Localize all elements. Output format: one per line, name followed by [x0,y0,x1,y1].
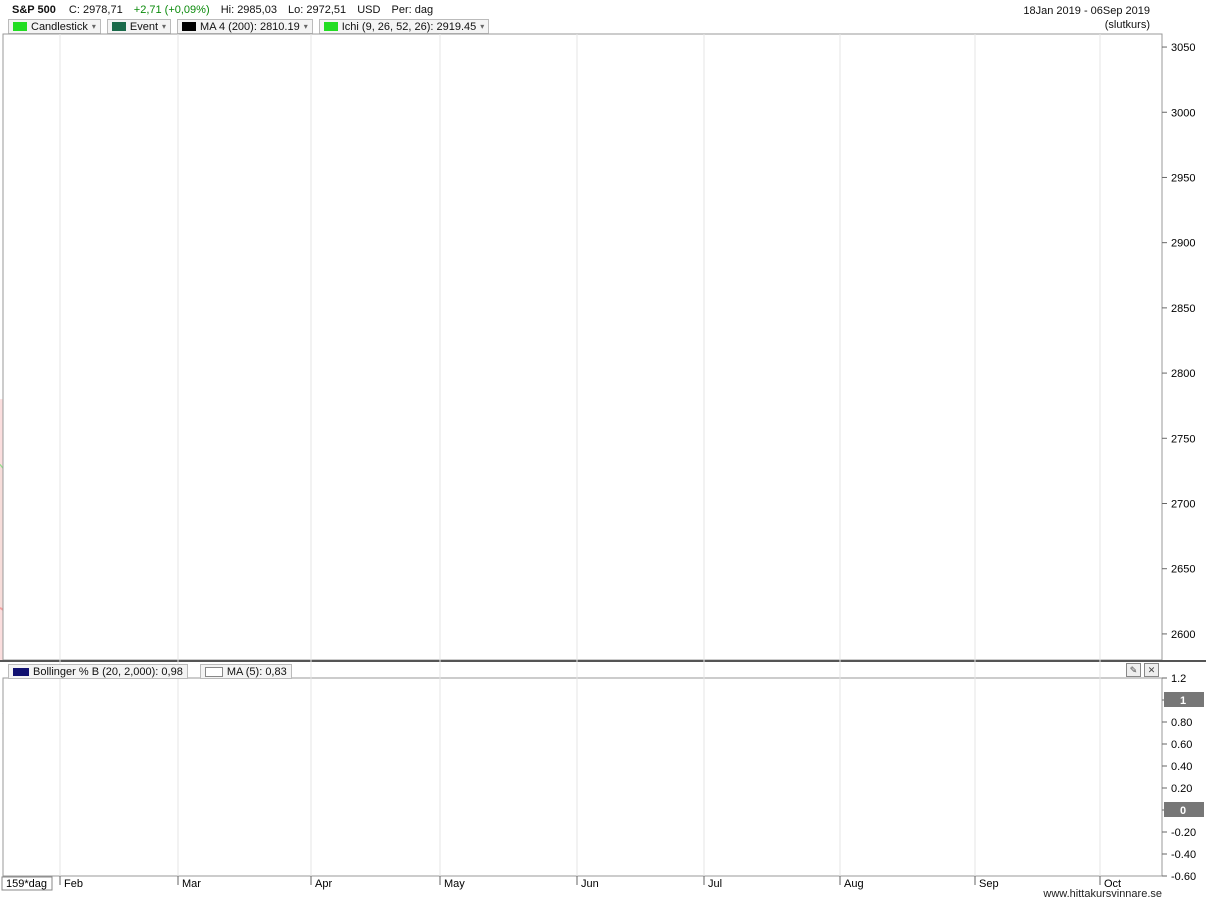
legend-candlestick-label: Candlestick [31,20,88,33]
indicator-panel [2,677,1163,877]
y-tick-label: -0.20 [1171,827,1196,839]
y-tick-label: 2950 [1171,172,1195,184]
y-tick-label: 0.20 [1171,783,1192,795]
chevron-down-icon[interactable]: ▾ [91,22,96,31]
legend-event[interactable]: Event ▾ [106,19,172,34]
y-tick-label: 2900 [1171,238,1195,250]
x-tick-label: Jul [708,878,722,890]
x-tick-label: Sep [979,878,999,890]
low-value: Lo: 2972,51 [288,4,347,16]
x-tick-label: May [444,878,465,890]
y-tick-label: 2800 [1171,368,1195,380]
site-footer: www.hittakursvinnare.se [1043,888,1162,900]
x-tick-label: Mar [182,878,201,890]
quote-summary: S&P 500 C: 2978,71 +2,71 (+0,09%) Hi: 29… [12,4,441,16]
y-tick-label: -0.60 [1171,871,1196,883]
y-tick-label: 2750 [1171,433,1195,445]
x-tick-label: Aug [844,878,864,890]
y-tick-label: -0.40 [1171,849,1196,861]
legend-ma5-label: MA (5): 0,83 [226,665,287,678]
y-tick-label: 3000 [1171,107,1195,119]
legend-event-label: Event [129,20,159,33]
y-tick-label: 0.80 [1171,717,1192,729]
legend-candlestick[interactable]: Candlestick ▾ [8,19,101,34]
close-icon[interactable]: ✕ [1144,663,1159,677]
highlight-value: 0 [1180,805,1186,817]
legend-bollinger[interactable]: Bollinger % B (20, 2,000): 0,98 [8,664,188,679]
chevron-down-icon[interactable]: ▾ [162,22,167,31]
close-type-label: (slutkurs) [1104,19,1150,31]
y-tick-label: 2850 [1171,303,1195,315]
period-box [1,876,53,891]
y-tick-label: 2700 [1171,499,1195,511]
y-tick-label: 3050 [1171,42,1195,54]
y-tick-label: 0.40 [1171,761,1192,773]
symbol-label: S&P 500 [12,4,56,16]
settings-icon[interactable]: ✎ [1126,663,1141,677]
currency-label: USD [357,4,381,16]
price-panel [2,33,1163,661]
period-label: Per: dag [391,4,434,16]
legend-bollinger-label: Bollinger % B (20, 2,000): 0,98 [33,665,183,678]
y-tick-label: 2600 [1171,629,1195,641]
indicator-legend: Bollinger % B (20, 2,000): 0,98 MA (5): … [8,664,292,679]
chart-header: S&P 500 C: 2978,71 +2,71 (+0,09%) Hi: 29… [0,0,1162,34]
x-tick-label: Apr [315,878,332,890]
high-value: Hi: 2985,03 [220,4,277,16]
y-tick-label: 0.60 [1171,739,1192,751]
legend-ma-label: MA 4 (200): 2810.19 [200,20,300,33]
chevron-down-icon[interactable]: ▾ [303,22,308,31]
date-range: 18Jan 2019 - 06Sep 2019 (slutkurs) [1023,4,1150,32]
legend-ma5[interactable]: MA (5): 0,83 [199,664,292,679]
x-tick-label: Oct [1104,878,1121,890]
date-range-label: 18Jan 2019 - 06Sep 2019 [1023,5,1150,17]
y-tick-label: 1.2 [1171,673,1186,685]
change-value: +2,71 (+0,09%) [133,4,210,16]
indicator-tools: ✎ ✕ [1126,663,1159,677]
x-tick-label: Jun [581,878,599,890]
legend-ichimoku-label: Ichi (9, 26, 52, 26): 2919.45 [341,20,477,33]
value-box [1164,802,1204,817]
close-value: C: 2978,71 [68,4,123,16]
value-box [1164,692,1204,707]
y-tick-label: 2650 [1171,564,1195,576]
period-label: 159*dag [6,878,47,890]
x-tick-label: Feb [64,878,83,890]
chevron-down-icon[interactable]: ▾ [480,22,485,31]
highlight-value: 1 [1180,695,1186,707]
